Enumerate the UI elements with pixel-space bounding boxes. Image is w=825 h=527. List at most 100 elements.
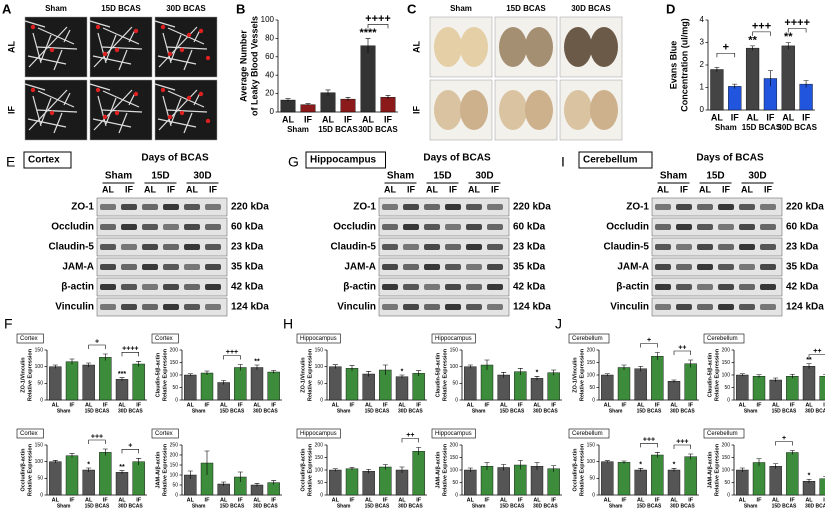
size-label: 35 kDa xyxy=(513,262,546,273)
y-axis-label: Relative Expression xyxy=(442,443,448,496)
y-tick-label: 100 xyxy=(170,372,179,378)
bracket xyxy=(640,343,658,348)
bracket xyxy=(716,52,736,58)
error-bar xyxy=(221,380,227,385)
leak xyxy=(30,87,36,93)
lane-label: IF xyxy=(491,184,500,194)
vessel xyxy=(28,89,68,131)
error-bar xyxy=(671,468,677,472)
x-tick-label: IF xyxy=(790,402,796,408)
vessel xyxy=(162,95,172,127)
bar xyxy=(634,368,647,401)
region-label: Hippocampus xyxy=(435,431,472,437)
group-label: Sham xyxy=(57,408,71,414)
protein-label: Vinculin xyxy=(337,302,376,313)
significance: ++++ xyxy=(365,13,391,25)
region-box xyxy=(578,151,653,169)
brain xyxy=(434,90,462,130)
vessel xyxy=(37,27,75,45)
region-box xyxy=(16,428,44,439)
error-bar xyxy=(501,464,507,471)
brain xyxy=(460,27,488,67)
size-label: 124 kDa xyxy=(513,302,551,313)
vessel xyxy=(27,118,67,128)
error-bar xyxy=(823,374,825,376)
y-tick-label: 0 xyxy=(700,105,705,114)
row-label: AL xyxy=(6,41,16,53)
bar xyxy=(49,366,62,401)
y-tick-label: 50 xyxy=(724,480,730,486)
x-tick-label: AL xyxy=(332,402,340,408)
band xyxy=(676,224,692,230)
panel-letter: E xyxy=(6,154,15,170)
y-tick-label: 150 xyxy=(722,455,731,461)
column-label: 15D BCAS xyxy=(101,4,141,13)
leak xyxy=(186,32,192,38)
size-label: 23 kDa xyxy=(513,242,546,253)
panel-letter: J xyxy=(555,316,562,332)
significance: * xyxy=(639,462,642,469)
band xyxy=(697,284,713,290)
protein-label: β-actin xyxy=(61,282,94,293)
protein-label: Vinculin xyxy=(55,302,94,313)
vessel xyxy=(89,20,111,28)
group-label: Sham xyxy=(105,171,132,182)
vessel xyxy=(36,109,78,113)
region-label: Cerebellum xyxy=(572,431,603,437)
error-bar xyxy=(385,95,391,100)
bar xyxy=(634,469,647,496)
bar xyxy=(530,466,544,496)
x-tick-label: IF xyxy=(384,114,393,124)
x-tick-label: AL xyxy=(467,497,475,503)
group-label: 15D BCAS xyxy=(637,503,662,509)
y-tick-label: 0 xyxy=(270,107,275,116)
band xyxy=(445,224,461,230)
x-tick-label: IF xyxy=(238,402,244,408)
group-label: 15D xyxy=(706,171,724,182)
band xyxy=(760,304,776,310)
error-bar xyxy=(654,352,660,360)
error-bar xyxy=(345,96,351,101)
x-tick-label: IF xyxy=(766,112,775,122)
leak xyxy=(160,87,166,93)
x-tick-label: IF xyxy=(518,402,524,408)
y-axis-label: Relative Expression xyxy=(307,348,313,401)
y-tick-label: 150 xyxy=(722,360,731,366)
error-bar xyxy=(638,365,644,372)
bar xyxy=(736,469,749,496)
bracket xyxy=(752,31,771,36)
band xyxy=(445,264,461,270)
band xyxy=(100,244,116,250)
leak xyxy=(95,24,101,30)
x-tick-label: AL xyxy=(85,402,93,408)
panel-letter: G xyxy=(288,154,299,170)
blot-header: Days of BCAS xyxy=(141,153,209,164)
vessel xyxy=(24,83,46,91)
bar xyxy=(617,367,631,401)
band xyxy=(466,264,482,270)
band xyxy=(655,304,671,310)
x-tick-label: AL xyxy=(500,497,508,503)
bar xyxy=(769,379,782,401)
region-label: Cortex xyxy=(20,336,38,342)
bar xyxy=(360,45,376,113)
vessel xyxy=(24,20,46,28)
vessel xyxy=(183,112,193,134)
region-box xyxy=(151,428,179,439)
band xyxy=(205,204,221,210)
size-label: 124 kDa xyxy=(231,302,269,313)
y-tick-label: 200 xyxy=(450,442,459,448)
brain xyxy=(499,27,527,67)
protein-label: β-actin xyxy=(616,282,649,293)
band xyxy=(739,224,755,230)
error-bar xyxy=(187,470,193,479)
significance: ++++ xyxy=(122,346,138,353)
blot xyxy=(651,217,783,237)
error-bar xyxy=(773,377,779,382)
bar xyxy=(362,471,375,496)
significance: * xyxy=(87,461,90,468)
group-label: Sham xyxy=(609,503,623,509)
size-label: 60 kDa xyxy=(231,222,264,233)
bar xyxy=(667,381,681,401)
y-tick-label: 250 xyxy=(170,442,179,448)
